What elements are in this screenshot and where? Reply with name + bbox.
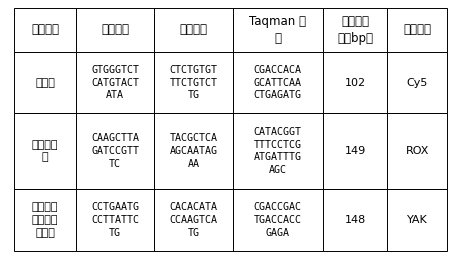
Bar (14, 8, 76, 52)
Bar (323, 8, 387, 52)
Text: ROX: ROX (406, 146, 429, 156)
Bar (387, 52, 447, 113)
Bar (76, 8, 154, 52)
Bar (76, 52, 154, 113)
Text: 102: 102 (344, 78, 366, 88)
Text: CAAGCTTA
GATCCGTT
TC: CAAGCTTA GATCCGTT TC (91, 133, 139, 169)
Text: CACACATA
CCAAGTCA
TG: CACACATA CCAAGTCA TG (170, 202, 218, 238)
Bar (323, 113, 387, 189)
Text: GTGGGTCT
CATGTACT
ATA: GTGGGTCT CATGTACT ATA (91, 65, 139, 100)
Bar (154, 113, 233, 189)
Bar (14, 189, 76, 251)
Text: 148: 148 (344, 215, 366, 225)
Text: YAK: YAK (407, 215, 428, 225)
Bar (233, 113, 323, 189)
Bar (233, 189, 323, 251)
Text: 鼠巨细胞
病毒（内
对照）: 鼠巨细胞 病毒（内 对照） (32, 202, 58, 238)
Text: Taqman 探
针: Taqman 探 针 (249, 15, 306, 45)
Bar (14, 52, 76, 113)
Bar (387, 189, 447, 251)
Text: CGACCACA
GCATTCAA
CTGAGATG: CGACCACA GCATTCAA CTGAGATG (254, 65, 302, 100)
Bar (387, 8, 447, 52)
Bar (154, 189, 233, 251)
Text: CTCTGTGT
TTCTGTCT
TG: CTCTGTGT TTCTGTCT TG (170, 65, 218, 100)
Bar (14, 113, 76, 189)
Bar (233, 8, 323, 52)
Text: CATACGGT
TTTCCTCG
ATGATTTG
AGC: CATACGGT TTTCCTCG ATGATTTG AGC (254, 127, 302, 175)
Bar (387, 113, 447, 189)
Text: 扩增子长
度（bp）: 扩增子长 度（bp） (337, 15, 373, 45)
Text: 腺病毒: 腺病毒 (35, 78, 55, 88)
Bar (323, 189, 387, 251)
Text: CCTGAATG
CCTTATTC
TG: CCTGAATG CCTTATTC TG (91, 202, 139, 238)
Text: 149: 149 (344, 146, 366, 156)
Text: 沙眼衣原
体: 沙眼衣原 体 (32, 140, 58, 162)
Bar (76, 113, 154, 189)
Bar (76, 189, 154, 251)
Text: 正向引物: 正向引物 (101, 24, 129, 37)
Bar (233, 52, 323, 113)
Text: Cy5: Cy5 (407, 78, 428, 88)
Bar (154, 52, 233, 113)
Text: 荧光标记: 荧光标记 (403, 24, 431, 37)
Bar (154, 8, 233, 52)
Text: CGACCGAC
TGACCACC
GAGA: CGACCGAC TGACCACC GAGA (254, 202, 302, 238)
Bar (323, 52, 387, 113)
Text: 病毒类型: 病毒类型 (31, 24, 59, 37)
Text: 反向引物: 反向引物 (180, 24, 207, 37)
Text: TACGCTCA
AGCAATAG
AA: TACGCTCA AGCAATAG AA (170, 133, 218, 169)
